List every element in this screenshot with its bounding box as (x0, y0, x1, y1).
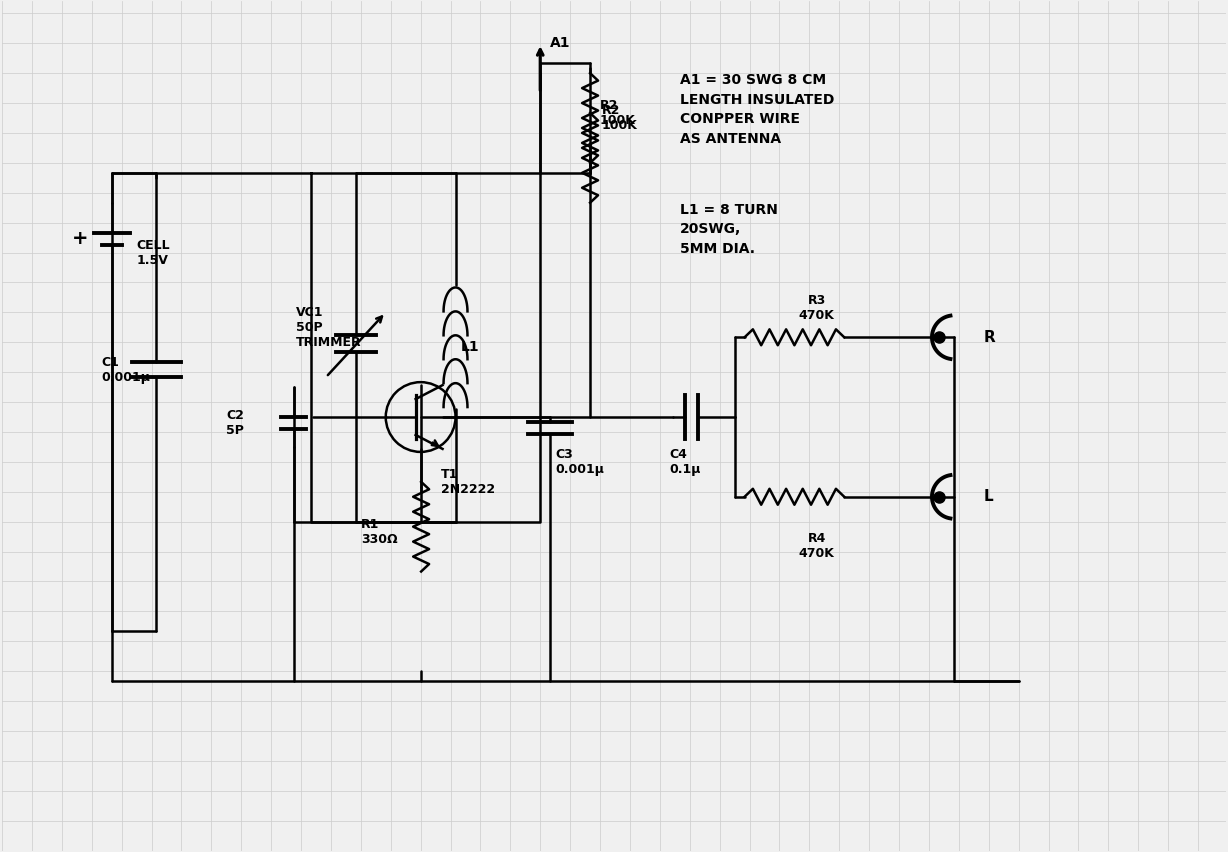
Text: L1 = 8 TURN
20SWG,
5MM DIA.: L1 = 8 TURN 20SWG, 5MM DIA. (680, 203, 777, 256)
Text: VC1
50P
TRIMMER: VC1 50P TRIMMER (296, 306, 362, 348)
Text: L: L (984, 489, 993, 504)
Text: C3
0.001μ: C3 0.001μ (555, 448, 604, 476)
Text: +: + (71, 229, 88, 248)
Text: R4
470K: R4 470K (799, 532, 835, 560)
Text: L1: L1 (460, 340, 479, 354)
Text: A1: A1 (550, 37, 571, 50)
Text: CELL
1.5V: CELL 1.5V (136, 239, 171, 267)
Text: R2
100K: R2 100K (602, 104, 637, 132)
Text: C1
0.001μ: C1 0.001μ (102, 356, 151, 384)
Text: T1
2N2222: T1 2N2222 (441, 468, 495, 496)
Text: R2
100K: R2 100K (600, 99, 636, 127)
Text: A1 = 30 SWG 8 CM
LENGTH INSULATED
CONPPER WIRE
AS ANTENNA: A1 = 30 SWG 8 CM LENGTH INSULATED CONPPE… (680, 73, 834, 146)
Text: C4
0.1μ: C4 0.1μ (669, 448, 701, 476)
Text: R: R (984, 330, 996, 345)
Text: C2
5P: C2 5P (226, 409, 244, 437)
Text: R1
330Ω: R1 330Ω (361, 518, 398, 545)
Text: R3
470K: R3 470K (799, 294, 835, 322)
